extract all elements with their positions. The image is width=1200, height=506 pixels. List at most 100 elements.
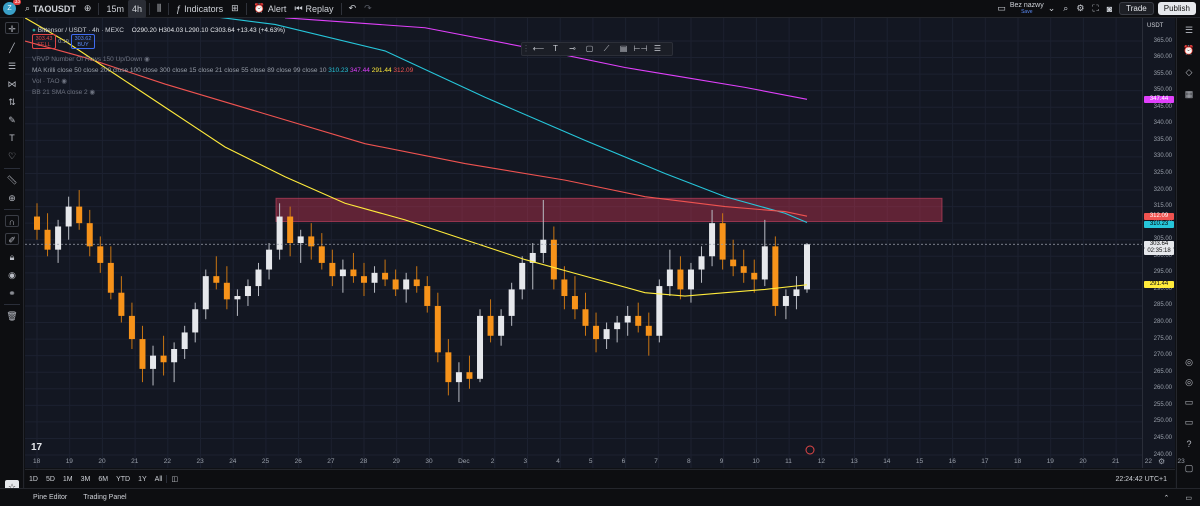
candle-body[interactable]: [34, 216, 40, 230]
rectangle-icon[interactable]: ▢: [585, 44, 594, 53]
indicator-vrvp[interactable]: VRVP Number Of Rows 150 Up/Down ◉: [32, 56, 150, 63]
candle-body[interactable]: [740, 266, 747, 273]
crosshair-icon[interactable]: ✛: [5, 22, 19, 34]
candle-body[interactable]: [318, 246, 325, 263]
event-marker-icon[interactable]: [805, 445, 815, 455]
candle-body[interactable]: [782, 296, 789, 306]
candle-body[interactable]: [519, 262, 526, 290]
chart-type-button[interactable]: ⫼: [153, 0, 165, 18]
replay-button[interactable]: ⏮ Replay: [294, 3, 334, 14]
candle-body[interactable]: [614, 322, 621, 330]
channel-icon[interactable]: ▤: [619, 44, 628, 53]
candle-body[interactable]: [635, 315, 642, 326]
candle-body[interactable]: [466, 372, 473, 379]
eye-icon[interactable]: ◉: [61, 78, 68, 85]
indicator-bb[interactable]: BB 21 SMA close 2 ◉: [32, 89, 96, 96]
candle-body[interactable]: [97, 246, 104, 263]
candle-body[interactable]: [287, 216, 294, 244]
candle-body[interactable]: [171, 349, 178, 363]
snapshot-button[interactable]: ◙: [1103, 0, 1116, 18]
candle-body[interactable]: [107, 262, 114, 293]
settings-button[interactable]: ⚙: [1072, 0, 1088, 18]
candle-body[interactable]: [308, 236, 315, 247]
streams-icon[interactable]: ◎: [1185, 377, 1193, 387]
candle-body[interactable]: [582, 309, 589, 326]
horizontal-ray-icon[interactable]: ⊸: [569, 44, 576, 53]
candle-body[interactable]: [181, 332, 188, 350]
heart-icon[interactable]: ♡: [7, 151, 17, 161]
range-5d[interactable]: 5D: [45, 475, 55, 483]
templates-button[interactable]: ⊞: [227, 0, 243, 18]
candle-body[interactable]: [603, 329, 610, 340]
candle-body[interactable]: [234, 296, 241, 300]
symbol-search[interactable]: ⌕ TAOUSDT: [16, 0, 80, 18]
pattern-icon[interactable]: ⋈: [7, 79, 17, 89]
candle-body[interactable]: [793, 289, 800, 297]
candle-body[interactable]: [487, 315, 494, 336]
candle-body[interactable]: [571, 296, 578, 310]
range-1y[interactable]: 1Y: [138, 475, 147, 483]
candle-body[interactable]: [255, 269, 262, 287]
candle-body[interactable]: [561, 279, 568, 297]
candle-body[interactable]: [445, 352, 452, 383]
candle-body[interactable]: [434, 305, 441, 353]
range-all[interactable]: All: [154, 475, 163, 483]
candle-body[interactable]: [339, 269, 346, 277]
range-ytd[interactable]: YTD: [116, 475, 131, 483]
candle-body[interactable]: [403, 279, 410, 290]
indicators-button[interactable]: ƒ Indicators: [176, 3, 224, 14]
candle-body[interactable]: [709, 223, 716, 257]
tab-pine-editor[interactable]: Pine Editor: [33, 494, 68, 501]
ma-line-red[interactable]: [24, 40, 808, 217]
range-1m[interactable]: 1M: [62, 475, 73, 483]
candle-body[interactable]: [477, 315, 484, 379]
price-chart[interactable]: 17: [24, 0, 1182, 468]
candle-body[interactable]: [382, 272, 389, 280]
candle-body[interactable]: [550, 239, 557, 280]
candle-body[interactable]: [751, 272, 758, 280]
ruler-icon[interactable]: 📏︎: [6, 175, 18, 185]
candle-body[interactable]: [65, 206, 72, 227]
candle-body[interactable]: [76, 206, 83, 224]
candle-body[interactable]: [150, 355, 157, 369]
candle-body[interactable]: [508, 289, 515, 316]
text-icon[interactable]: T: [9, 133, 15, 143]
resistance-zone[interactable]: [275, 197, 943, 223]
candle-body[interactable]: [297, 236, 304, 244]
interval-15m[interactable]: 15m: [106, 3, 124, 14]
candle-body[interactable]: [55, 226, 62, 250]
candle-body[interactable]: [128, 315, 135, 340]
candle-body[interactable]: [329, 262, 336, 277]
candle-body[interactable]: [350, 269, 357, 277]
more-icon[interactable]: ▢: [1184, 463, 1194, 473]
candle-body[interactable]: [86, 223, 93, 247]
ma-line-yellow[interactable]: [24, 17, 808, 297]
chart-pane[interactable]: 17: [24, 0, 1182, 468]
quick-search-button[interactable]: ⌕: [1059, 0, 1072, 18]
candle-body[interactable]: [593, 325, 600, 340]
candle-body[interactable]: [804, 244, 810, 290]
range-6m[interactable]: 6M: [98, 475, 109, 483]
candle-body[interactable]: [413, 279, 420, 287]
candle-body[interactable]: [392, 279, 399, 290]
candle-body[interactable]: [244, 286, 251, 297]
candle-body[interactable]: [371, 272, 378, 283]
candle-body[interactable]: [44, 229, 51, 250]
candle-body[interactable]: [424, 286, 431, 306]
candle-body[interactable]: [276, 216, 283, 250]
time-axis[interactable]: 18 19 20 21 22 23 24 25 26 27 28 29 30 Dec 2 3 4 5 6 7 8 9 10 1…: [25, 455, 1185, 469]
ideas-icon[interactable]: ◎: [1185, 357, 1193, 367]
tab-trading-panel[interactable]: Trading Panel: [83, 494, 127, 501]
candle-body[interactable]: [360, 276, 367, 283]
candle-body[interactable]: [529, 252, 536, 263]
ma-line-cyan[interactable]: [25, 0, 808, 224]
undo-button[interactable]: ↶: [345, 0, 361, 18]
candle-body[interactable]: [666, 269, 673, 287]
candle-body[interactable]: [772, 246, 779, 306]
help-icon[interactable]: ?: [1186, 439, 1192, 449]
candle-body[interactable]: [624, 315, 631, 323]
candle-body[interactable]: [698, 256, 705, 270]
sell-button[interactable]: 303.43 SELL: [32, 34, 56, 49]
candle-body[interactable]: [202, 276, 209, 310]
calendar-icon[interactable]: ▦: [1184, 89, 1194, 99]
